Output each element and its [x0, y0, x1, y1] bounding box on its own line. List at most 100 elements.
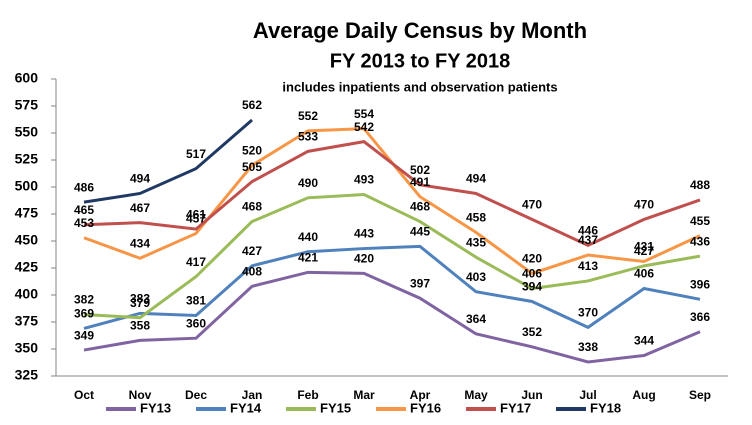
- data-label: 552: [298, 109, 318, 123]
- x-tick-label: Jul: [579, 388, 596, 402]
- data-label: 533: [298, 130, 318, 144]
- data-label: 493: [354, 173, 374, 187]
- legend-label: FY15: [320, 400, 351, 415]
- data-label: 554: [354, 107, 374, 121]
- data-label: 486: [74, 180, 94, 194]
- legend-label: FY16: [410, 400, 441, 415]
- data-label: 488: [690, 178, 710, 192]
- data-label: 458: [466, 211, 486, 225]
- data-label: 470: [522, 198, 542, 212]
- data-label: 403: [466, 270, 486, 284]
- data-label: 470: [634, 198, 654, 212]
- data-label: 408: [242, 265, 262, 279]
- legend-label: FY13: [140, 400, 171, 415]
- data-label: 379: [130, 296, 150, 310]
- data-label: 517: [186, 147, 206, 161]
- x-tick-label: Aug: [632, 388, 655, 402]
- data-label: 440: [298, 230, 318, 244]
- data-label: 349: [74, 328, 94, 342]
- data-label: 468: [242, 200, 262, 214]
- data-label: 446: [578, 223, 598, 237]
- data-label: 453: [74, 216, 94, 230]
- y-tick-label: 350: [15, 340, 39, 356]
- data-label: 437: [578, 233, 598, 247]
- y-tick-label: 325: [15, 367, 39, 383]
- data-label: 457: [186, 212, 206, 226]
- data-label: 369: [74, 307, 94, 321]
- data-label: 406: [634, 267, 654, 281]
- data-label: 397: [410, 276, 430, 290]
- series-line: [83, 193, 701, 320]
- data-label: 382: [74, 293, 94, 307]
- series-line: [83, 270, 701, 364]
- x-tick-label: Nov: [129, 388, 152, 402]
- legend-label: FY14: [230, 400, 262, 415]
- legend-label: FY17: [500, 400, 531, 415]
- data-label: 421: [298, 250, 318, 264]
- data-label: 413: [578, 259, 598, 273]
- y-tick-label: 475: [15, 205, 39, 221]
- data-label: 461: [186, 207, 206, 221]
- y-tick-label: 375: [15, 313, 39, 329]
- data-label: 427: [242, 244, 262, 258]
- y-tick-label: 425: [15, 259, 39, 275]
- data-label: 420: [522, 252, 542, 266]
- data-label: 494: [466, 172, 486, 186]
- data-label: 344: [634, 334, 654, 348]
- x-tick-label: May: [464, 388, 488, 402]
- y-tick-label: 575: [15, 97, 39, 113]
- data-label: 434: [130, 236, 150, 250]
- data-label: 406: [522, 267, 542, 281]
- chart-title: Average Daily Census by Month: [253, 18, 587, 43]
- data-label: 436: [690, 234, 710, 248]
- data-label: 502: [410, 163, 430, 177]
- data-label: 491: [410, 175, 430, 189]
- x-tick-label: Jan: [242, 388, 263, 402]
- legend-label: FY18: [590, 400, 621, 415]
- data-label: 445: [410, 225, 430, 239]
- x-tick-label: Jun: [521, 388, 542, 402]
- data-label: 494: [130, 172, 150, 186]
- x-tick-label: Dec: [185, 388, 207, 402]
- data-label: 364: [466, 312, 486, 326]
- y-tick-label: 500: [15, 178, 39, 194]
- y-tick-label: 550: [15, 124, 39, 140]
- data-label: 394: [522, 280, 542, 294]
- x-tick-label: Apr: [410, 388, 431, 402]
- x-tick-label: Mar: [353, 388, 375, 402]
- data-label: 420: [354, 252, 374, 266]
- data-label: 542: [354, 120, 374, 134]
- x-tick-label: Oct: [74, 388, 94, 402]
- annotation: includes inpatients and observation pati…: [282, 79, 557, 94]
- x-tick-label: Sep: [689, 388, 711, 402]
- data-label: 383: [130, 292, 150, 306]
- y-tick-label: 400: [15, 286, 39, 302]
- data-label: 443: [354, 227, 374, 241]
- data-label: 455: [690, 214, 710, 228]
- data-label: 417: [186, 255, 206, 269]
- data-label: 360: [186, 316, 206, 330]
- data-label: 505: [242, 160, 262, 174]
- series-line: [83, 118, 253, 204]
- data-label: 468: [410, 200, 430, 214]
- data-label: 358: [130, 319, 150, 333]
- data-label: 435: [466, 235, 486, 249]
- y-tick-label: 450: [15, 232, 39, 248]
- chart-subtitle: FY 2013 to FY 2018: [330, 50, 510, 72]
- data-label: 370: [578, 306, 598, 320]
- series-line: [83, 244, 701, 330]
- data-label: 562: [242, 98, 262, 112]
- data-label: 467: [130, 201, 150, 215]
- data-label: 431: [634, 240, 654, 254]
- x-tick-label: Feb: [297, 388, 318, 402]
- data-label: 465: [74, 203, 94, 217]
- data-label: 396: [690, 277, 710, 291]
- data-label: 366: [690, 310, 710, 324]
- series-line: [83, 140, 701, 247]
- data-label: 381: [186, 294, 206, 308]
- data-label: 520: [242, 144, 262, 158]
- y-tick-label: 600: [15, 70, 39, 86]
- data-label: 352: [522, 325, 542, 339]
- data-label: 427: [634, 244, 654, 258]
